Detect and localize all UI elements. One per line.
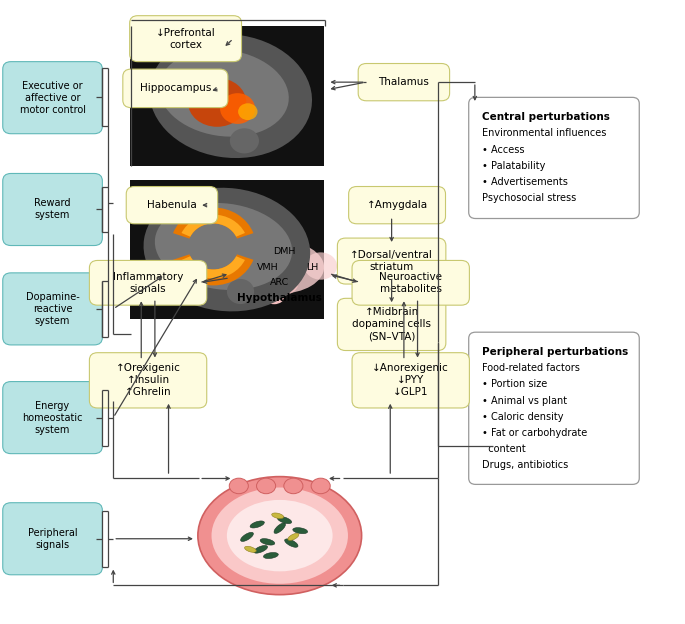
- Ellipse shape: [144, 188, 310, 311]
- Ellipse shape: [250, 521, 264, 528]
- Text: Drugs, antibiotics: Drugs, antibiotics: [482, 460, 569, 470]
- Ellipse shape: [229, 129, 259, 154]
- Text: • Animal vs plant: • Animal vs plant: [482, 396, 567, 406]
- Text: ↑Orexigenic
↑Insulin
↑Ghrelin: ↑Orexigenic ↑Insulin ↑Ghrelin: [116, 363, 181, 397]
- FancyBboxPatch shape: [3, 503, 102, 575]
- Text: DMH: DMH: [273, 246, 296, 256]
- Text: Dopamine-
reactive
system: Dopamine- reactive system: [25, 292, 79, 326]
- Text: Neuroactive
metabolites: Neuroactive metabolites: [379, 272, 443, 294]
- Ellipse shape: [285, 539, 298, 547]
- Wedge shape: [173, 208, 253, 238]
- Text: • Access: • Access: [482, 145, 525, 155]
- Wedge shape: [182, 256, 245, 278]
- Ellipse shape: [304, 252, 337, 280]
- Text: • Palatability: • Palatability: [482, 161, 546, 171]
- FancyBboxPatch shape: [469, 97, 639, 218]
- Ellipse shape: [284, 478, 303, 494]
- Text: Reward
system: Reward system: [34, 198, 71, 220]
- Ellipse shape: [274, 523, 286, 534]
- FancyBboxPatch shape: [352, 353, 469, 408]
- Text: Hypothalamus: Hypothalamus: [237, 293, 322, 303]
- Ellipse shape: [257, 478, 275, 494]
- Text: Thalamus: Thalamus: [378, 77, 429, 87]
- FancyBboxPatch shape: [129, 16, 242, 62]
- Text: Energy
homeostatic
system: Energy homeostatic system: [23, 401, 83, 434]
- Bar: [129, 26, 324, 166]
- Ellipse shape: [159, 49, 289, 137]
- Ellipse shape: [188, 78, 247, 127]
- Text: Peripheral perturbations: Peripheral perturbations: [482, 347, 629, 357]
- Text: • Caloric density: • Caloric density: [482, 412, 564, 422]
- Text: ↓Anorexigenic
↓PYY
↓GLP1: ↓Anorexigenic ↓PYY ↓GLP1: [373, 363, 449, 397]
- Text: VMH: VMH: [257, 263, 278, 272]
- Text: Hippocampus: Hippocampus: [140, 84, 211, 94]
- Text: Executive or
affective or
motor control: Executive or affective or motor control: [20, 80, 86, 115]
- Text: Central perturbations: Central perturbations: [482, 112, 610, 122]
- FancyBboxPatch shape: [126, 187, 218, 224]
- FancyBboxPatch shape: [358, 64, 449, 101]
- Ellipse shape: [264, 552, 278, 558]
- Text: ↑Midbrain
dopamine cells
(SN–VTA): ↑Midbrain dopamine cells (SN–VTA): [352, 308, 431, 341]
- Ellipse shape: [198, 477, 362, 595]
- FancyBboxPatch shape: [90, 260, 207, 305]
- Ellipse shape: [251, 271, 298, 297]
- Text: content: content: [482, 444, 526, 454]
- Text: Inflammatory
signals: Inflammatory signals: [113, 272, 184, 294]
- FancyBboxPatch shape: [3, 273, 102, 345]
- Text: LH: LH: [306, 263, 318, 272]
- FancyBboxPatch shape: [3, 62, 102, 134]
- FancyBboxPatch shape: [3, 173, 102, 245]
- Bar: [129, 180, 324, 319]
- Ellipse shape: [264, 289, 284, 305]
- Ellipse shape: [245, 546, 256, 552]
- Ellipse shape: [277, 517, 292, 524]
- Ellipse shape: [227, 279, 254, 304]
- FancyBboxPatch shape: [349, 187, 445, 224]
- Text: Peripheral
signals: Peripheral signals: [28, 528, 77, 550]
- Text: ↑Dorsal/ventral
striatum: ↑Dorsal/ventral striatum: [350, 250, 433, 272]
- Text: Environmental influences: Environmental influences: [482, 129, 607, 139]
- Text: • Advertisements: • Advertisements: [482, 177, 569, 187]
- Ellipse shape: [227, 500, 333, 572]
- Ellipse shape: [155, 203, 292, 290]
- Wedge shape: [173, 255, 253, 285]
- Ellipse shape: [272, 513, 284, 519]
- Ellipse shape: [253, 545, 268, 553]
- Ellipse shape: [238, 103, 258, 120]
- Ellipse shape: [240, 532, 253, 542]
- FancyBboxPatch shape: [123, 69, 228, 107]
- Ellipse shape: [311, 478, 330, 494]
- Ellipse shape: [236, 241, 324, 294]
- Text: ↑Amygdala: ↑Amygdala: [366, 200, 427, 210]
- Text: ↓Prefrontal
cortex: ↓Prefrontal cortex: [155, 27, 216, 50]
- FancyBboxPatch shape: [90, 353, 207, 408]
- Wedge shape: [182, 215, 245, 236]
- Text: • Fat or carbohydrate: • Fat or carbohydrate: [482, 428, 588, 438]
- FancyBboxPatch shape: [352, 260, 469, 305]
- Text: • Portion size: • Portion size: [482, 379, 547, 389]
- FancyBboxPatch shape: [469, 332, 639, 484]
- Ellipse shape: [220, 93, 255, 124]
- Ellipse shape: [229, 478, 249, 494]
- Ellipse shape: [212, 487, 348, 584]
- Ellipse shape: [288, 534, 299, 540]
- Ellipse shape: [292, 528, 308, 534]
- FancyBboxPatch shape: [338, 298, 446, 351]
- Text: Food-related factors: Food-related factors: [482, 363, 580, 373]
- Text: ARC: ARC: [270, 278, 289, 286]
- Ellipse shape: [216, 247, 258, 280]
- Text: Habenula: Habenula: [147, 200, 197, 210]
- Text: Psychosocial stress: Psychosocial stress: [482, 193, 577, 203]
- Ellipse shape: [260, 539, 275, 545]
- FancyBboxPatch shape: [338, 238, 446, 284]
- FancyBboxPatch shape: [3, 382, 102, 454]
- Ellipse shape: [149, 34, 312, 158]
